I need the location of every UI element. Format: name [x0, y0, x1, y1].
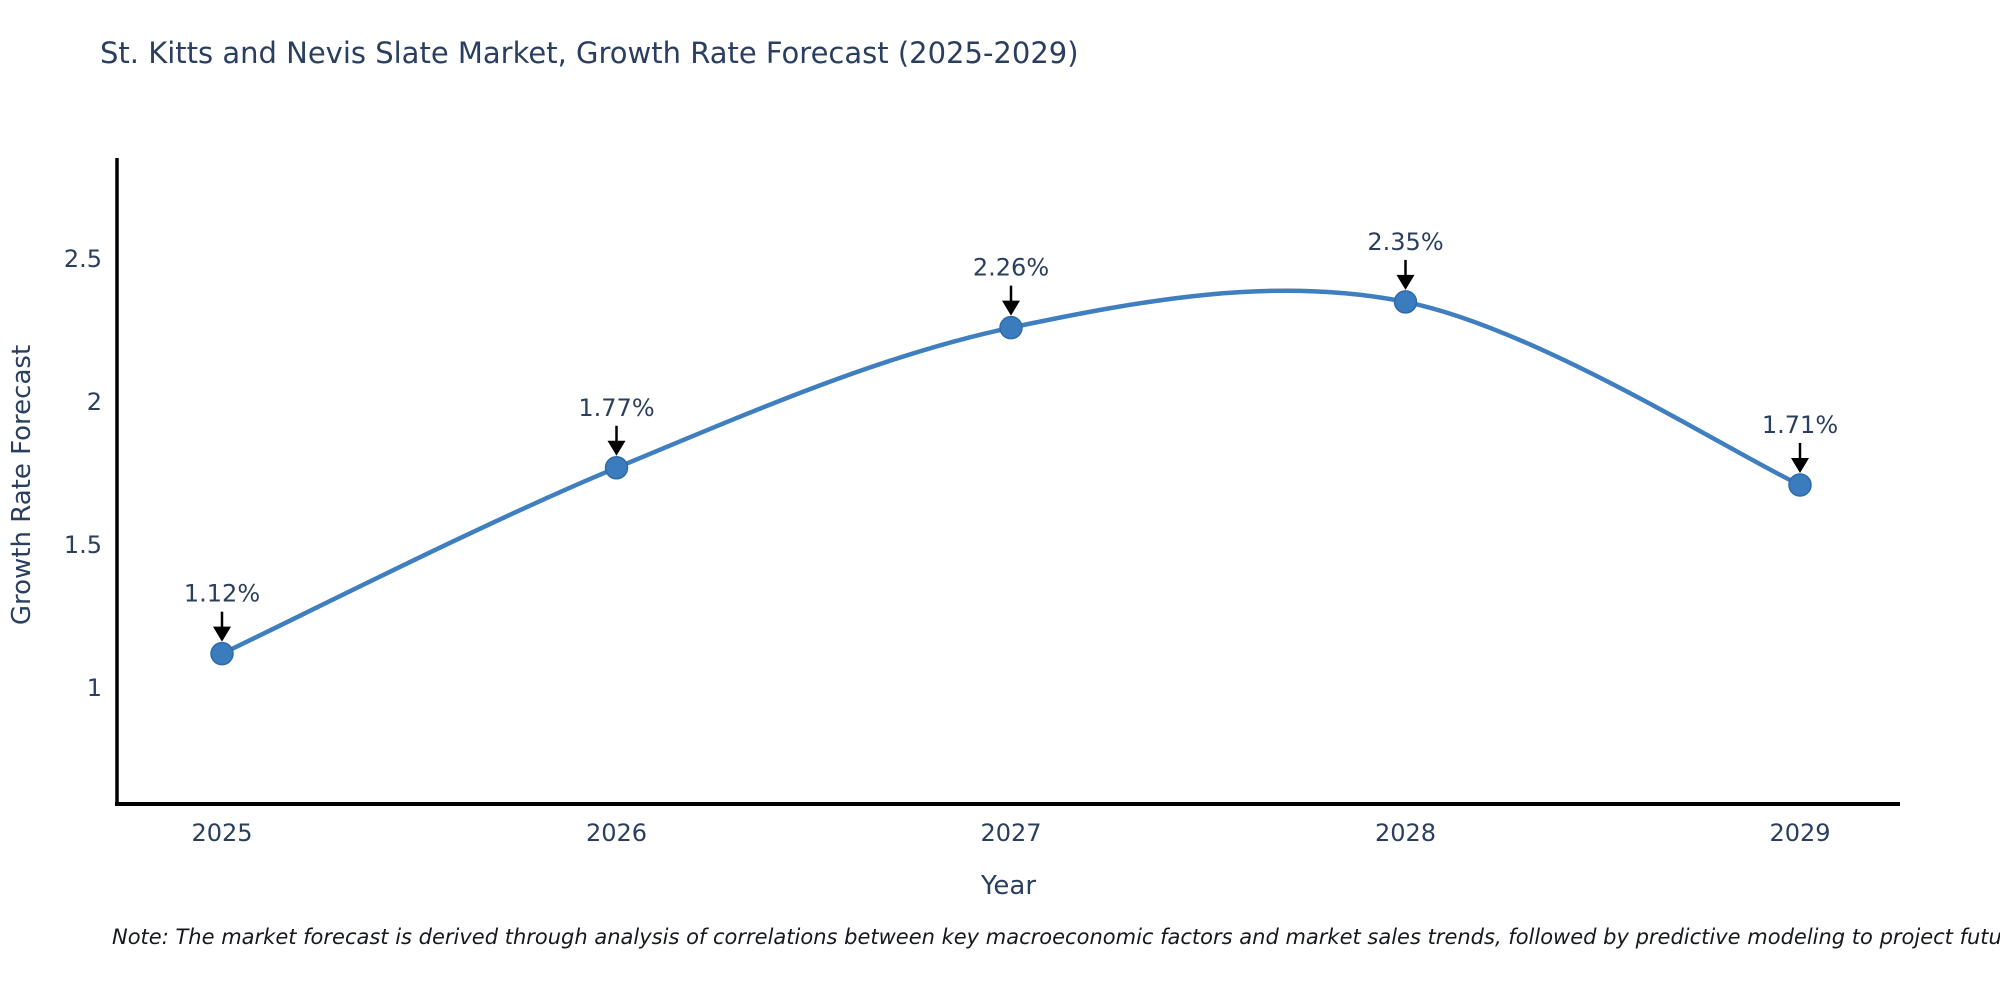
annotation-arrowhead — [1396, 274, 1415, 290]
data-point-2026 — [604, 456, 629, 480]
y-tick-label: 2 — [87, 388, 102, 416]
annotation-arrowhead — [607, 440, 626, 456]
data-point-2025 — [210, 641, 234, 666]
footnote: Note: The market forecast is derived thr… — [112, 925, 2000, 949]
data-point-2029 — [1788, 473, 1812, 497]
point-label: 2.26% — [973, 254, 1049, 282]
data-point-2027 — [999, 315, 1023, 340]
point-label: 2.35% — [1367, 228, 1443, 256]
chart-title: St. Kitts and Nevis Slate Market, Growth… — [100, 36, 1079, 70]
annotation-arrowhead — [1791, 457, 1809, 473]
point-label: 1.12% — [184, 580, 260, 608]
series-line — [219, 288, 1803, 656]
x-tick-label: 2025 — [191, 819, 252, 847]
point-label: 1.71% — [1762, 411, 1838, 439]
y-tick-label: 1 — [87, 674, 102, 702]
point-label: 1.77% — [578, 394, 654, 422]
x-axis-title: Year — [980, 871, 1036, 901]
annotation-arrowhead — [1002, 300, 1020, 316]
x-tick-label: 2028 — [1375, 819, 1436, 847]
data-point-2028 — [1393, 290, 1418, 314]
y-tick-label: 2.5 — [64, 245, 102, 273]
x-tick-label: 2026 — [586, 819, 647, 847]
y-axis-title: Growth Rate Forecast — [7, 345, 37, 625]
x-tick-label: 2029 — [1769, 819, 1830, 847]
x-tick-label: 2027 — [980, 819, 1041, 847]
y-tick-label: 1.5 — [64, 531, 102, 559]
annotation-arrowhead — [213, 626, 231, 642]
